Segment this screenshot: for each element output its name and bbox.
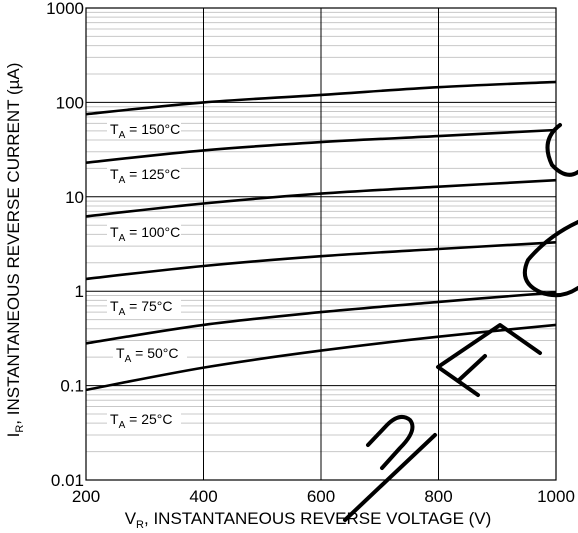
curve-label-rest: = 150°C [125,121,180,137]
watermark-letter-c [523,220,578,298]
curve-label: TA = 125°C [110,166,180,186]
curve-label: TA = 50°C [116,345,178,365]
curve-label-bg [107,222,181,242]
curve-label: TA = 100°C [110,224,180,244]
y-axis-title: IR, INSTANTANEOUS REVERSE CURRENT (µA) [4,63,26,438]
curve-label-bg [113,343,187,363]
curve-label-rest: = 50°C [131,345,178,361]
x-axis-title-sub: R [136,519,144,531]
series-line [86,80,556,116]
x-axis-title-rest: , INSTANTANEOUS REVERSE VOLTAGE (V) [144,509,491,528]
curve-label: TA = 25°C [110,411,172,431]
curve-label-main: T [110,166,119,182]
curve-label-sub: A [119,233,126,244]
y-tick-labels: 0.01 0.1 1 10 100 1000 [46,0,84,490]
y-axis-title-main: I [4,433,23,438]
y-tick-label: 0.1 [60,377,84,396]
curve-labels: TA = 150°CTA = 125°CTA = 100°CTA = 75°CT… [107,119,187,431]
watermark-letter-e [436,323,542,397]
curve-label-bg [107,164,181,184]
curve-label-sub: A [119,175,126,186]
curve-label-sub: A [119,130,126,141]
y-axis-title-rest: , INSTANTANEOUS REVERSE CURRENT (µA) [4,63,23,425]
y-axis-title-sub: R [14,425,26,433]
curve-label: TA = 150°C [110,121,180,141]
curve-label-rest: = 75°C [125,298,172,314]
series-line [86,291,556,345]
x-tick-label: 600 [307,487,335,506]
x-tick-label: 800 [424,487,452,506]
y-tick-label: 0.01 [51,471,84,490]
y-tick-label: 100 [56,93,84,112]
x-tick-label: 400 [189,487,217,506]
y-tick-label: 1000 [46,0,84,18]
series-line [86,178,556,218]
curve-label-bg [107,409,181,429]
x-tick-label: 200 [72,487,100,506]
curve-label-sub: A [125,354,132,365]
x-axis-title: VR, INSTANTANEOUS REVERSE VOLTAGE (V) [125,509,492,531]
x-tick-labels: 200 400 600 800 1000 [72,487,575,506]
plot-frame [85,7,557,481]
x-tick-label: 1000 [537,487,575,506]
curve-label-sub: A [119,420,126,431]
curve-label-main: T [116,345,125,361]
series-line [86,323,556,392]
y-tick-label: 1 [75,282,84,301]
y-tick-label: 10 [65,188,84,207]
curves [86,80,556,392]
series-line [86,241,556,281]
curve-label-main: T [110,411,119,427]
curve-label-main: T [110,224,119,240]
curve-label-main: T [110,298,119,314]
curve-label-main: T [110,121,119,137]
watermark [343,123,578,522]
curve-label-bg [107,119,181,139]
curve-label-bg [107,296,181,316]
curve-label: TA = 75°C [110,298,172,318]
x-axis-title-main: V [125,509,137,528]
series-line [86,128,556,164]
watermark-letter-o [545,123,578,177]
curve-label-sub: A [119,307,126,318]
watermark-letter-r [343,414,437,522]
curve-label-rest: = 125°C [125,166,180,182]
curve-label-rest: = 25°C [125,411,172,427]
curve-label-rest: = 100°C [125,224,180,240]
